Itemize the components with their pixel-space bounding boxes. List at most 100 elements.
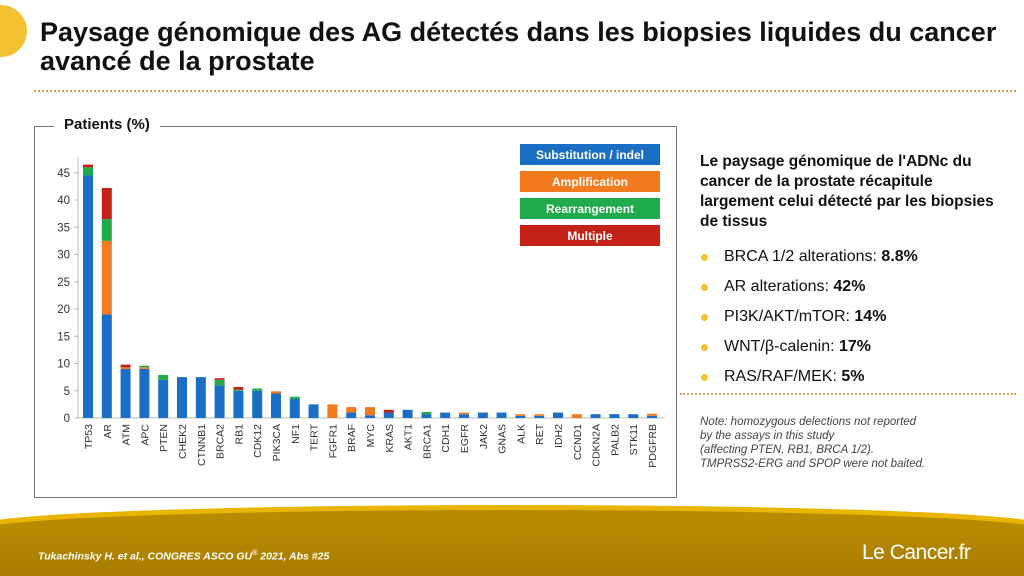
legend-label: Rearrangement (546, 202, 634, 216)
x-tick-label: RB1 (233, 424, 245, 445)
bar-segment (421, 412, 432, 415)
x-tick-label: AR (102, 424, 114, 439)
bar-segment (139, 368, 150, 418)
x-tick-label: TP53 (83, 424, 95, 449)
bar-segment (101, 188, 112, 220)
x-tick-label: KRAS (384, 424, 396, 453)
bullet-value: 17% (839, 338, 872, 355)
bar-segment (346, 407, 357, 413)
x-tick-label: CDK12 (252, 424, 264, 458)
x-tick-label: PIK3CA (271, 424, 283, 461)
bar-segment (534, 414, 545, 416)
bar-segment (365, 407, 375, 416)
bar-segment (214, 379, 225, 386)
legend-swatch (520, 198, 660, 219)
summary-bullet: AR alterations: 42% (700, 277, 918, 307)
bullet-label: WNT/β-calenin: (724, 338, 839, 355)
citation-registered-mark: ® (252, 550, 258, 557)
bar-segment (120, 367, 131, 369)
x-tick-label: BRCA1 (421, 424, 433, 459)
bar-segment (289, 396, 300, 399)
x-tick-label: PDGFRB (647, 424, 659, 468)
x-tick-label: PALB2 (609, 424, 621, 456)
legend-label: Substitution / indel (536, 148, 644, 162)
x-tick-label: AKT1 (403, 424, 415, 450)
bar-segment (233, 389, 244, 391)
x-tick-label: BRAF (346, 424, 358, 452)
x-tick-label: CTNNB1 (196, 424, 208, 466)
bar-segment (647, 413, 657, 416)
bar-segment (628, 414, 639, 418)
bar-segment (101, 219, 112, 241)
footnote: Note: homozygous delections not reported… (700, 415, 1010, 471)
citation-tail: 2021, Abs #25 (257, 550, 330, 563)
bar-segment (477, 412, 488, 418)
bullet-dot-icon (701, 284, 708, 291)
footnote-line: by the assays in this study (700, 430, 835, 442)
y-tick-label: 45 (57, 168, 70, 180)
legend-swatch (520, 144, 660, 165)
bar-segment (327, 404, 338, 418)
footnote-line: (affecting PTEN, RB1, BRCA 1/2). (700, 444, 875, 456)
bullet-label: AR alterations: (724, 278, 834, 295)
y-tick-label: 0 (64, 413, 70, 425)
footer-band (0, 526, 1024, 576)
x-tick-label: CCND1 (572, 424, 584, 460)
legend-label: Multiple (567, 229, 613, 243)
x-tick-label: CDH1 (440, 424, 452, 453)
x-tick-label: TERT (309, 423, 321, 451)
bullet-value: 42% (833, 278, 866, 295)
bar-segment (214, 385, 225, 418)
page-title: Paysage génomique des AG détectés dans l… (40, 17, 997, 76)
bar-segment (534, 415, 545, 418)
bar-segment (421, 414, 432, 418)
x-tick-label: FGFR1 (327, 424, 339, 459)
bar-segment (252, 388, 263, 391)
x-tick-label: JAK2 (478, 424, 490, 449)
x-tick-label: EGFR (459, 424, 471, 454)
x-tick-label: CDKN2A (591, 424, 603, 467)
bar-segment (101, 314, 112, 418)
bullet-label: BRCA 1/2 alterations: (724, 248, 882, 265)
bar-segment (271, 391, 281, 394)
bullet-value: 5% (841, 368, 865, 385)
y-tick-label: 10 (57, 359, 70, 371)
bar-segment (553, 412, 563, 418)
chart-panel (34, 126, 677, 498)
bar-segment (590, 414, 601, 418)
summary-bullet: RAS/RAF/MEK: 5% (700, 367, 918, 397)
bar-segment (139, 365, 150, 368)
bar-segment (402, 409, 413, 418)
x-tick-label: APC (139, 424, 151, 446)
bar-segment (440, 412, 451, 418)
lecancer-logo[interactable]: Le Cancer.fr (862, 541, 971, 564)
bar-segment (571, 414, 582, 418)
y-tick-label: 15 (57, 331, 70, 343)
y-tick-label: 35 (57, 222, 70, 234)
x-tick-label: STK11 (628, 424, 640, 455)
citation: Tukachinsky H. et al., CONGRES ASCO GU® … (38, 550, 329, 563)
bar-segment (289, 398, 300, 418)
x-tick-label: ATM (121, 424, 133, 445)
title-divider (34, 90, 1016, 92)
y-tick-label: 30 (57, 250, 70, 262)
bar-segment (271, 393, 281, 418)
bar-segment (308, 404, 319, 418)
legend-swatch (520, 225, 660, 246)
citation-text: Tukachinsky H. et al., CONGRES ASCO GU (38, 550, 253, 563)
bullet-label: PI3K/AKT/mTOR: (724, 308, 855, 325)
x-tick-label: GNAS (497, 424, 509, 454)
bar-segment (383, 412, 394, 418)
x-tick-label: RET (534, 423, 546, 445)
chart-panel-title: Patients (%) (54, 116, 160, 133)
bullet-dot-icon (701, 254, 708, 261)
bar-segment (120, 368, 131, 418)
bar-segment (177, 377, 187, 418)
bar-segment (195, 377, 206, 418)
bullet-dot-icon (701, 344, 708, 351)
x-tick-label: MYC (365, 424, 377, 448)
x-tick-label: NF1 (290, 424, 302, 444)
bullet-value: 14% (854, 308, 887, 325)
legend-swatch (520, 171, 660, 192)
bar-segment (120, 364, 131, 368)
